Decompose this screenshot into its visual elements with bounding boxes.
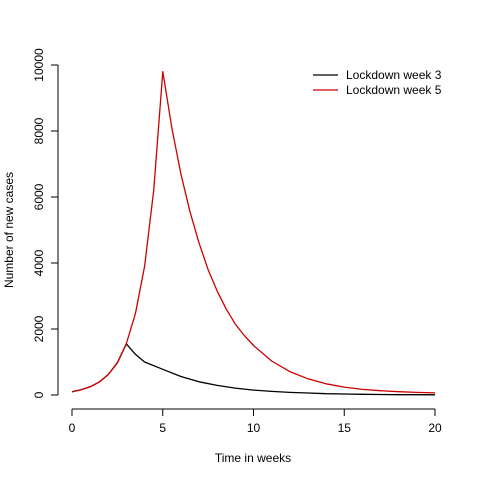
series-line-2 xyxy=(71,70,436,394)
series-layer xyxy=(71,70,436,396)
legend-label-1: Lockdown week 3 xyxy=(346,68,442,82)
x-axis-label: Time in weeks xyxy=(215,451,291,465)
y-tick-label: 2000 xyxy=(32,315,46,342)
x-tick-label: 15 xyxy=(338,421,352,435)
x-tick-label: 5 xyxy=(159,421,166,435)
y-tick-label: 10000 xyxy=(32,48,46,82)
axes: 0 5 10 15 20 0 2000 4000 6000 8000 10000 xyxy=(32,48,442,435)
series-line-1 xyxy=(71,343,436,396)
x-tick-label: 10 xyxy=(247,421,261,435)
legend-label-2: Lockdown week 5 xyxy=(346,83,442,97)
y-tick-label: 0 xyxy=(32,391,46,398)
y-tick-label: 4000 xyxy=(32,249,46,276)
x-tick-label: 0 xyxy=(69,421,76,435)
x-tick-label: 20 xyxy=(428,421,442,435)
y-axis-label: Number of new cases xyxy=(2,172,16,288)
y-tick-label: 6000 xyxy=(32,183,46,210)
y-tick-label: 8000 xyxy=(32,117,46,144)
